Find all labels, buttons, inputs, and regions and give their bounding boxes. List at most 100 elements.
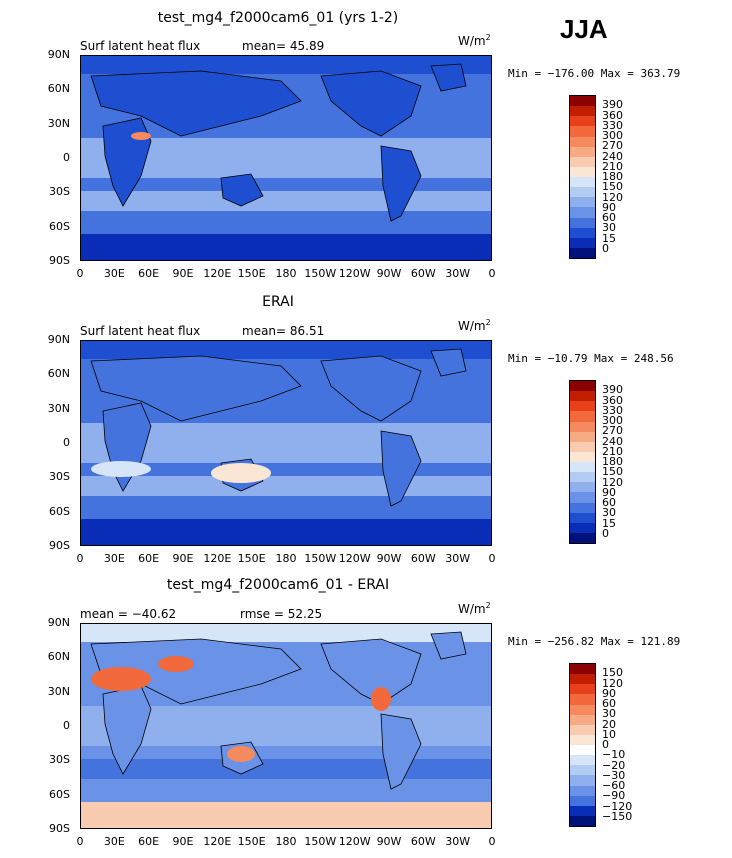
colorbar-swatch <box>570 674 595 685</box>
lon-tick-label: 0 <box>76 267 84 280</box>
panel-left-label: mean = −40.62 <box>80 607 177 621</box>
colorbar-swatch <box>570 684 595 695</box>
colorbar <box>569 380 596 544</box>
panel-stat: mean= 86.51 <box>242 324 325 338</box>
colorbar-swatch <box>570 795 595 806</box>
lon-tick-label: 60E <box>138 552 160 565</box>
colorbar-level-label: 390 <box>602 383 623 397</box>
lat-tick-label: 0 <box>63 719 70 732</box>
lon-tick-label: 120W <box>338 835 371 848</box>
colorbar <box>569 95 596 259</box>
continent-south-america <box>380 145 422 222</box>
lon-tick-label: 120E <box>203 267 232 280</box>
lat-tick-label: 0 <box>63 436 70 449</box>
panel-title: test_mg4_f2000cam6_01 (yrs 1-2) <box>157 10 399 26</box>
colorbar-level-label: 15 <box>602 231 616 245</box>
lat-tick-label: 90N <box>47 616 70 629</box>
panel-left-label: Surf latent heat flux <box>80 324 201 338</box>
colorbar <box>569 663 596 827</box>
colorbar-swatch <box>570 106 595 117</box>
colorbar-swatch <box>570 166 595 177</box>
colorbar-swatch <box>570 451 595 462</box>
lat-tick-label: 60S <box>49 504 70 518</box>
lon-tick-label: 30E <box>103 835 125 848</box>
warm-field-south-atlantic <box>91 461 151 477</box>
map-plot <box>80 340 492 546</box>
colorbar-swatch <box>570 472 595 483</box>
panel-stat: rmse = 52.25 <box>240 607 323 621</box>
map-plot <box>80 623 492 829</box>
colorbar-level-label: 90 <box>602 485 616 499</box>
lon-tick-label: 120E <box>203 552 232 565</box>
polar-south-band <box>81 802 491 828</box>
colorbar-swatch <box>570 482 595 493</box>
colorbar-swatch <box>570 785 595 796</box>
colorbar-swatch <box>570 532 595 543</box>
colorbar-level-label: 10 <box>602 727 616 741</box>
warm-field-indian-ocean <box>211 463 271 483</box>
colorbar-level-label: 60 <box>602 496 616 509</box>
subtropical-south-band <box>81 476 491 496</box>
colorbar-swatch <box>570 694 595 705</box>
lon-tick-label: 150W <box>304 835 337 848</box>
colorbar-level-label: −20 <box>602 758 626 772</box>
colorbar-swatch <box>570 421 595 432</box>
warm-anomaly-central-america <box>371 687 391 711</box>
lon-tick-label: 60W <box>410 835 436 848</box>
colorbar-swatch <box>570 187 595 198</box>
colorbar-swatch <box>570 441 595 452</box>
colorbar-swatch <box>570 247 595 258</box>
panel-stat: mean= 45.89 <box>242 39 325 53</box>
units-text: W/m <box>458 602 486 616</box>
polar-north-band <box>81 341 491 359</box>
colorbar-swatch <box>570 227 595 238</box>
colorbar-swatch <box>570 755 595 766</box>
lat-tick-label: 30S <box>49 753 70 767</box>
colorbar-swatch <box>570 116 595 127</box>
polar-north-band <box>81 624 491 642</box>
colorbar-swatch <box>570 704 595 715</box>
colorbar-swatch <box>570 177 595 188</box>
units-text: W/m <box>458 34 486 48</box>
min-max-label: Min = −256.82 Max = 121.89 <box>508 635 681 648</box>
colorbar-swatch <box>570 237 595 248</box>
lon-tick-label: 60W <box>410 552 436 565</box>
lon-tick-label: 90E <box>172 835 194 848</box>
colorbar-level-label: −60 <box>602 779 626 792</box>
colorbar-swatch <box>570 815 595 826</box>
colorbar-swatch <box>570 217 595 228</box>
lon-tick-label: 0 <box>488 835 496 848</box>
colorbar-level-label: −150 <box>602 809 633 823</box>
units-superscript: 2 <box>485 33 491 42</box>
colorbar-swatch <box>570 381 595 392</box>
colorbar-level-label: 330 <box>602 118 623 132</box>
colorbar-swatch <box>570 207 595 218</box>
colorbar-level-label: 240 <box>602 434 623 448</box>
colorbar-swatch <box>570 664 595 675</box>
lon-tick-label: 150W <box>304 552 337 565</box>
lon-tick-label: 0 <box>488 552 496 565</box>
colorbar-level-label: 270 <box>602 424 623 438</box>
colorbar-level-label: 90 <box>602 200 616 214</box>
colorbar-swatch <box>570 146 595 157</box>
polar-south-band <box>81 234 491 260</box>
colorbar-level-label: 180 <box>602 170 623 183</box>
season-label: JJA <box>560 14 608 44</box>
subtropical-south-band <box>81 759 491 779</box>
continent-south-america <box>380 713 422 790</box>
colorbar-level-label: 90 <box>602 686 616 700</box>
lat-tick-label: 90N <box>47 333 70 346</box>
colorbar-swatch <box>570 126 595 137</box>
colorbar-swatch <box>570 96 595 107</box>
lon-tick-label: 90E <box>172 267 194 280</box>
colorbar-level-label: 300 <box>602 129 623 142</box>
lon-tick-label: 0 <box>488 267 496 280</box>
colorbar-swatch <box>570 431 595 442</box>
continent-north-america <box>320 70 422 137</box>
colorbar-swatch <box>570 745 595 756</box>
lat-tick-label: 90N <box>47 48 70 61</box>
min-max-label: Min = −10.79 Max = 248.56 <box>508 352 674 365</box>
colorbar-level-label: −120 <box>602 799 633 813</box>
continent-north-america <box>320 638 422 705</box>
lat-tick-label: 90S <box>49 822 70 835</box>
